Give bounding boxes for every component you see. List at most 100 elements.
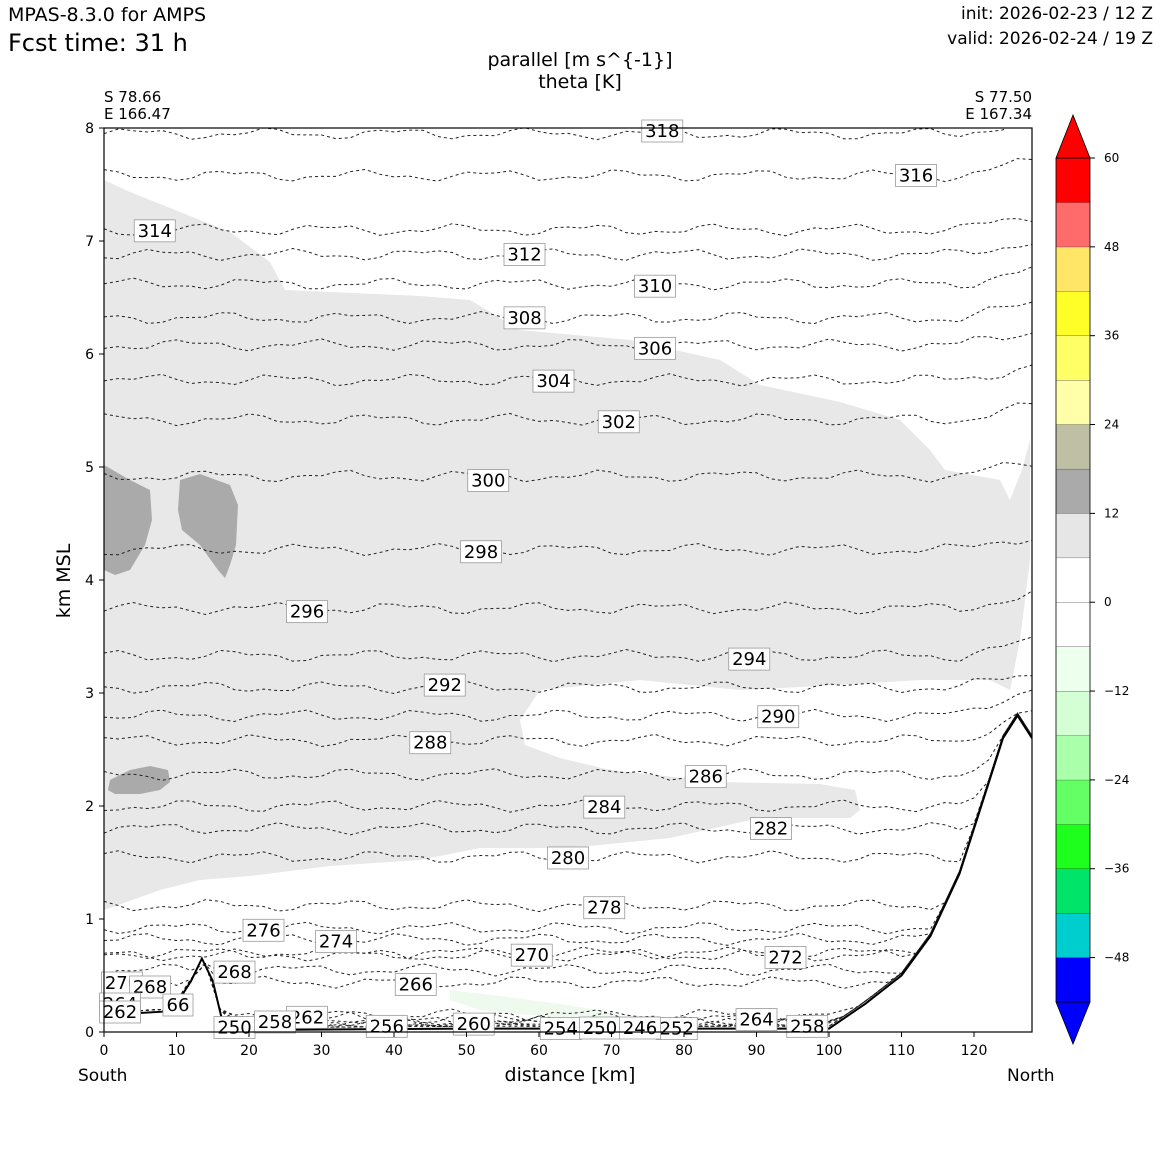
contour-label-text: 262 [290, 1007, 324, 1028]
x-tick-label: 110 [888, 1043, 915, 1059]
contour-label-text: 272 [768, 947, 802, 968]
start-longitude: E 166.47 [104, 105, 171, 123]
contour-label-box [467, 469, 510, 492]
contour-label-box [452, 1012, 495, 1036]
colorbar-segment [1056, 868, 1090, 914]
theta-label-316: 316 [895, 164, 937, 187]
theta-label-282: 282 [750, 817, 792, 840]
x-tick-label: 120 [961, 1043, 988, 1059]
x-tick-label: 40 [385, 1043, 403, 1059]
x-tick-label: 90 [748, 1043, 766, 1059]
x-axis-label: distance [km] [504, 1064, 636, 1086]
chart-title-line1: parallel [m s^{-1}] [487, 49, 673, 71]
end-longitude: E 167.34 [965, 105, 1032, 123]
theta-label-314: 314 [133, 219, 176, 243]
colorbar-tick-label: 48 [1104, 240, 1119, 254]
colorbar-tick-label: −24 [1104, 773, 1129, 787]
colorbar-segment [1056, 735, 1090, 780]
end-direction-label: North [1007, 1066, 1055, 1086]
contour-label-text: 292 [428, 675, 462, 696]
theta-label-258: 258 [786, 1014, 829, 1038]
theta-contour-line [104, 712, 1032, 813]
contour-label-box [735, 1008, 778, 1031]
colorbar-segment [1056, 291, 1090, 336]
contour-label-text: 290 [761, 707, 795, 728]
model-name: MPAS-8.3.0 for AMPS [8, 4, 207, 26]
x-tick-label: 30 [313, 1043, 331, 1059]
contour-label-box [532, 369, 575, 393]
contour-label-text: 274 [319, 932, 353, 953]
theta-contours [104, 128, 1032, 1028]
edge-label-262: 262 [99, 1000, 141, 1024]
contour-label-text: 278 [587, 898, 621, 919]
theta-contour-line [104, 636, 1032, 663]
contour-label-box [315, 930, 357, 953]
theta-label-288: 288 [409, 731, 452, 755]
light-green-wind-region [450, 990, 620, 1018]
contour-label-box [133, 219, 176, 243]
wind-shading [104, 180, 1030, 1018]
theta-label-284: 284 [583, 795, 626, 819]
theta-label-278: 278 [583, 896, 626, 920]
colorbar-segment [1056, 957, 1090, 1002]
contour-label-box [757, 705, 800, 729]
theta-label-276: 276 [242, 918, 285, 942]
edge-label-268: 268 [129, 975, 171, 999]
contour-label-box [242, 918, 285, 942]
theta-label-262: 262 [286, 1005, 328, 1029]
theta-contour-line [104, 590, 1032, 616]
contour-label-text: 300 [471, 471, 505, 492]
contour-label-text: 284 [587, 797, 621, 818]
chart-title-line2: theta [K] [538, 71, 622, 93]
start-direction-label: South [78, 1066, 128, 1086]
theta-contour-line [104, 675, 1032, 695]
theta-label-294: 294 [728, 647, 771, 671]
colorbar-tick-label: 36 [1104, 329, 1119, 343]
colorbar-frame [1055, 157, 1091, 1003]
colorbar-segment [1056, 691, 1090, 736]
theta-label-312: 312 [503, 243, 546, 266]
contour-label-text: 256 [370, 1016, 404, 1037]
x-tick-label: 0 [100, 1043, 109, 1059]
contour-label-box [764, 946, 807, 969]
colorbar-extend-over [1055, 113, 1091, 159]
contour-label-text: 270 [515, 945, 549, 966]
bottom-label-250: 250 [579, 1016, 621, 1040]
theta-label-254: 254 [539, 1017, 582, 1041]
theta-contour-line [104, 332, 1032, 352]
colorbar-segment [1056, 913, 1090, 958]
theta-label-266: 266 [394, 973, 437, 996]
init-time: init: 2026-02-23 / 12 Z [960, 4, 1153, 24]
contour-label-box [423, 673, 466, 697]
colorbar-tick-label: −12 [1104, 684, 1129, 698]
contour-label-text: 262 [103, 1002, 137, 1023]
contour-label-box [597, 410, 640, 434]
theta-contour-line [104, 364, 1032, 387]
contour-label-text: 298 [464, 542, 498, 563]
contour-label-text: 258 [258, 1012, 292, 1033]
contour-label-box [394, 973, 437, 996]
colorbar-segment [1056, 468, 1090, 514]
theta-contour-line [104, 461, 1032, 483]
theta-contour-line [104, 712, 1032, 836]
contour-label-text: 258 [790, 1016, 824, 1037]
theta-label-308: 308 [503, 306, 546, 330]
theta-contour-line [104, 301, 1032, 325]
colorbar-segment [1056, 380, 1090, 425]
y-tick-label: 1 [85, 912, 94, 928]
colorbar-tick-label: −36 [1104, 862, 1129, 876]
theta-label-280: 280 [547, 846, 589, 870]
contour-label-box [254, 1010, 296, 1034]
contour-label-text: 294 [732, 649, 766, 670]
theta-contour-line [104, 712, 1032, 781]
theta-label-286: 286 [684, 765, 727, 789]
contour-label-text: 304 [536, 371, 570, 392]
bottom-label-246: 246 [619, 1016, 661, 1040]
contour-label-box [684, 765, 727, 789]
contour-label-text: 268 [217, 962, 251, 983]
contour-label-box [547, 846, 589, 870]
contour-label-box [634, 336, 676, 360]
theta-contour-line [104, 539, 1032, 557]
theta-contour-line [104, 712, 1032, 962]
contour-label-box [634, 274, 676, 298]
